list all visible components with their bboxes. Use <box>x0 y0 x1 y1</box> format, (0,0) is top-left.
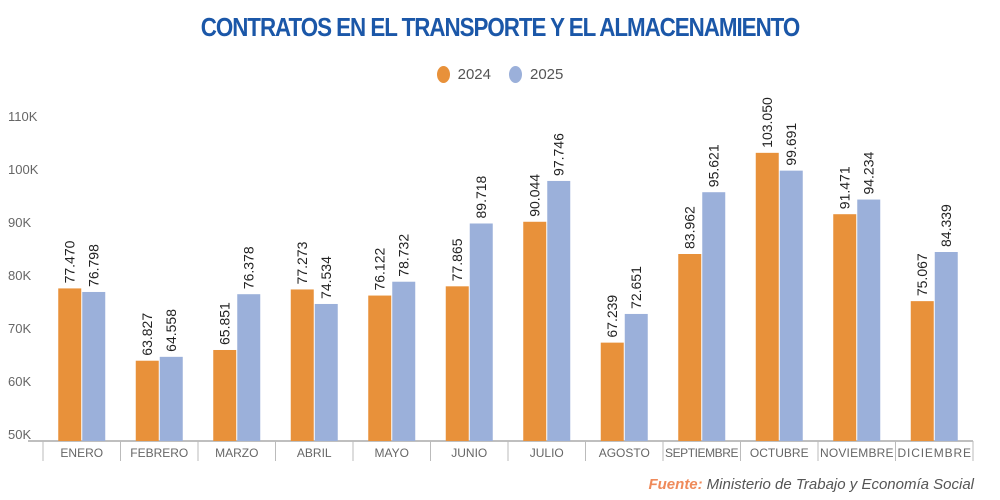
data-label-2024: 77.273 <box>294 241 310 284</box>
bar-2024 <box>58 288 82 441</box>
y-tick-label: 80K <box>8 268 31 283</box>
y-tick-label: 50K <box>8 427 31 442</box>
data-label-2024: 77.865 <box>449 238 465 281</box>
y-tick-label: 70K <box>8 321 31 336</box>
data-label-2024: 63.827 <box>139 313 155 356</box>
bar-2025 <box>624 313 648 441</box>
bar-2024 <box>135 360 159 441</box>
data-label-2025: 95.621 <box>706 144 722 187</box>
data-label-2025: 84.339 <box>938 204 954 247</box>
legend-label-2025: 2025 <box>530 66 564 83</box>
data-label-2025: 89.718 <box>473 175 489 218</box>
bar-2025 <box>547 180 571 441</box>
y-tick-label: 100K <box>8 162 39 177</box>
data-label-2025: 94.234 <box>861 152 877 195</box>
data-label-2025: 72.651 <box>628 266 644 309</box>
data-label-2024: 91.471 <box>837 166 853 209</box>
source-label: Fuente: <box>648 476 703 493</box>
bar-2025 <box>314 303 338 441</box>
bar-2025 <box>934 252 958 441</box>
source-text: Ministerio de Trabajo y Economía Social <box>706 476 974 493</box>
legend-item-2025: 2025 <box>509 66 563 83</box>
data-label-2025: 99.691 <box>783 123 799 166</box>
bar-2024 <box>523 221 547 441</box>
bar-2025 <box>469 223 493 441</box>
bar-2024 <box>755 152 779 441</box>
chart-title: CONTRATOS EN EL TRANSPORTE Y EL ALMACENA… <box>200 12 801 42</box>
data-label-2024: 76.122 <box>372 248 388 291</box>
data-label-2024: 75.067 <box>914 253 930 296</box>
x-tick-label: JULIO <box>530 446 564 460</box>
x-tick-label: MARZO <box>215 446 258 460</box>
bar-2024 <box>368 295 392 441</box>
data-label-2025: 76.378 <box>241 246 257 289</box>
legend-label-2024: 2024 <box>457 66 491 83</box>
x-tick-label: NOVIEMBRE <box>820 446 894 460</box>
bar-2024 <box>290 289 314 441</box>
data-label-2024: 103.050 <box>759 97 775 148</box>
y-tick-label: 60K <box>8 374 31 389</box>
legend-swatch-2024 <box>436 66 450 83</box>
bar-2024 <box>445 286 469 441</box>
data-label-2024: 65.851 <box>217 302 233 345</box>
x-tick-label: ENERO <box>60 446 103 460</box>
data-label-2024: 77.470 <box>62 240 78 283</box>
x-tick-label: JUNIO <box>451 446 487 460</box>
bar-2024 <box>678 254 702 441</box>
x-tick-label: MAYO <box>375 446 409 460</box>
x-tick-label: OCTUBRE <box>750 446 809 460</box>
y-tick-label: 110K <box>8 109 38 124</box>
bar-2025 <box>237 294 261 441</box>
bar-2024 <box>213 349 237 441</box>
x-tick-label: DICIEMBRE <box>898 446 972 460</box>
bar-2024 <box>600 342 624 441</box>
data-label-2025: 64.558 <box>163 309 179 352</box>
data-label-2025: 76.798 <box>86 244 102 287</box>
bar-2025 <box>779 170 803 441</box>
bar-2025 <box>159 356 183 441</box>
data-label-2025: 74.534 <box>318 256 334 299</box>
data-label-2024: 90.044 <box>527 174 543 217</box>
legend: 2024 2025 <box>0 66 1000 83</box>
x-tick-label: SEPTIEMBRE <box>665 446 739 460</box>
bar-2025 <box>702 192 726 441</box>
legend-swatch-2025 <box>509 66 522 83</box>
x-tick-label: FEBRERO <box>130 446 188 460</box>
x-tick-label: ABRIL <box>297 446 332 460</box>
bar-2024 <box>910 301 934 441</box>
y-tick-label: 90K <box>8 215 31 230</box>
data-label-2024: 83.962 <box>682 206 698 249</box>
bar-2025 <box>82 291 106 441</box>
bar-2024 <box>833 214 857 441</box>
data-label-2025: 78.732 <box>396 234 412 277</box>
bar-2025 <box>857 199 881 441</box>
legend-item-2024: 2024 <box>436 66 491 83</box>
x-tick-label: AGOSTO <box>599 446 650 460</box>
data-label-2024: 67.239 <box>604 295 620 338</box>
source-note: Fuente: Ministerio de Trabajo y Economía … <box>648 476 974 493</box>
data-label-2025: 97.746 <box>551 133 567 176</box>
bar-2025 <box>392 281 416 441</box>
